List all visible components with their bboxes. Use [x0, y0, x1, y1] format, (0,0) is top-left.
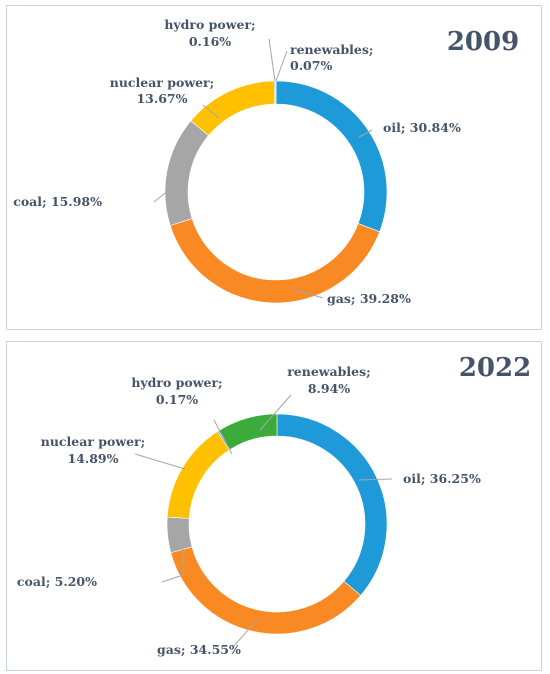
leader-line-oil-2009 [358, 129, 373, 138]
donut-chart-2022: oil; 36.25% gas; 34.55% coal; 5.20% nuclear… [17, 353, 531, 657]
leader-line-hydro-power-2022 [213, 419, 233, 455]
data-label-gas-2009: gas; 39.28% [327, 291, 411, 306]
chart-title-2009: 2009 [447, 27, 519, 57]
donut-chart-2009: oil; 30.84% gas; 39.28% coal; 15.98% nuclea… [13, 17, 519, 306]
leader-line-gas-2009 [292, 288, 324, 299]
leader-line-renewables-2009 [275, 50, 288, 82]
leader-line-coal-2022 [161, 541, 184, 583]
data-label-hydro-power-2009: hydro power; 0.16% [164, 17, 255, 49]
leader-line-oil-2022 [358, 478, 393, 481]
slice-coal-2022 [166, 516, 193, 554]
data-label-hydro-power-2022: hydro power; 0.17% [131, 375, 222, 407]
data-label-gas-2022: gas; 34.55% [157, 642, 241, 657]
leader-line-renewables-2022 [259, 394, 292, 431]
leader-line-gas-2022 [232, 619, 258, 648]
data-label-coal-2009: coal; 15.98% [13, 194, 102, 209]
chart-title-2022: 2022 [459, 353, 531, 383]
chart-panel-2022: oil; 36.25% gas; 34.55% coal; 5.20% nuclear… [6, 341, 542, 671]
data-label-renewables-2009: renewables; 0.07% [290, 42, 374, 73]
slice-nuclear-power-2022 [166, 431, 230, 519]
data-label-nuclear-power-2022: nuclear power; 14.89% [41, 434, 146, 466]
leader-line-coal-2009 [153, 177, 185, 203]
data-label-oil-2022: oil; 36.25% [403, 471, 481, 486]
leader-line-nuclear-power-2009 [202, 104, 220, 119]
data-label-oil-2009: oil; 30.84% [383, 120, 461, 135]
leader-line-hydro-power-2009 [268, 38, 276, 82]
slice-oil-2009 [275, 80, 388, 233]
data-label-coal-2022: coal; 5.20% [17, 574, 97, 589]
slice-oil-2022 [276, 413, 388, 596]
data-label-renewables-2022: renewables; 8.94% [287, 364, 371, 396]
data-label-nuclear-power-2009: nuclear power; 13.67% [110, 75, 215, 106]
slice-coal-2009 [164, 120, 209, 226]
slice-gas-2022 [170, 546, 362, 635]
chart-panel-2009: oil; 30.84% gas; 39.28% coal; 15.98% nuclea… [6, 5, 542, 330]
leader-line-nuclear-power-2022 [134, 453, 186, 470]
slice-renewables-2022 [217, 413, 278, 450]
